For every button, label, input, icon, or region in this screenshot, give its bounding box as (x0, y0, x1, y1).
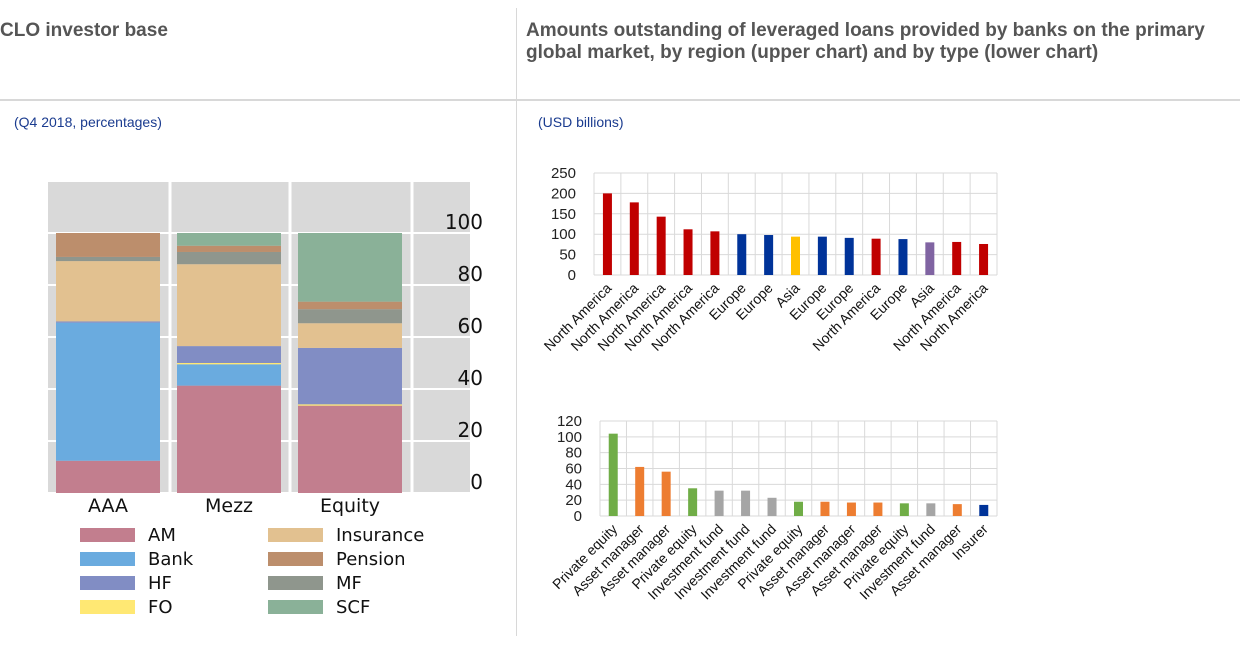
y-tick-label: 60 (458, 314, 483, 338)
bar-segment-scf (298, 233, 402, 302)
legend-label-scf: SCF (336, 597, 370, 618)
right-panel-title: Amounts outstanding of leveraged loans p… (526, 20, 1205, 63)
y-tick-label: 40 (458, 366, 483, 390)
y-tick-label: 80 (458, 262, 483, 286)
bar (741, 490, 751, 516)
bar (820, 501, 830, 516)
legend-swatch-scf (268, 600, 323, 614)
y-tick-label: 100 (445, 210, 483, 234)
y-tick-label: 100 (551, 226, 576, 243)
legend-swatch-insurance (268, 528, 323, 542)
bar-segment-fo (298, 404, 402, 406)
bar-segment-mf (298, 309, 402, 324)
bar (629, 202, 639, 275)
legend-label-fo: FO (148, 597, 173, 618)
y-tick-label: 120 (557, 413, 582, 430)
bar-segment-mf (177, 251, 281, 265)
legend-swatch-bank (80, 552, 135, 566)
y-tick-label: 250 (551, 165, 576, 182)
y-tick-label: 0 (568, 267, 576, 284)
bar (846, 502, 856, 516)
bar-segment-am (177, 385, 281, 493)
y-tick-label: 0 (470, 470, 483, 494)
bar-segment-bank (56, 322, 160, 461)
bar (817, 236, 827, 275)
legend-swatch-mf (268, 576, 323, 590)
bar (794, 501, 803, 516)
bar (635, 466, 645, 516)
bar (926, 503, 936, 516)
bar-segment-hf (56, 321, 160, 323)
bar (952, 241, 962, 275)
column-divider (516, 8, 517, 636)
bar-segment-pension (298, 301, 402, 310)
legend-swatch-fo (80, 600, 135, 614)
left-panel-title: CLO investor base (0, 20, 168, 41)
y-tick-label: 50 (559, 247, 576, 264)
right-panel-subtitle: (USD billions) (538, 114, 624, 130)
y-tick-label: 80 (565, 445, 582, 462)
bar (871, 238, 881, 275)
legend-swatch-hf (80, 576, 135, 590)
bar (688, 488, 698, 516)
bar (661, 471, 671, 516)
bar (873, 502, 883, 516)
y-tick-label: 40 (565, 476, 582, 493)
legend-label-am: AM (148, 525, 176, 546)
legend-swatch-pension (268, 552, 323, 566)
x-tick-label: Mezz (205, 495, 253, 517)
y-tick-label: 0 (574, 508, 582, 525)
bar-segment-hf (298, 347, 402, 405)
bar (714, 490, 724, 516)
y-tick-label: 20 (565, 492, 582, 509)
bar (764, 235, 774, 275)
bar-segment-am (56, 460, 160, 493)
bar (925, 242, 935, 275)
clo-investor-chart: AAA Mezz Equity 0 20 40 60 80 100 AM Insurance Bank… (48, 182, 483, 618)
bar-segment-insurance (298, 323, 402, 348)
bar (791, 236, 800, 275)
bar (767, 497, 777, 516)
legend-swatch-am (80, 528, 135, 542)
bar (898, 239, 908, 275)
bar (737, 234, 747, 275)
bar-segment-am (298, 405, 402, 493)
bar (979, 243, 989, 275)
bar-segment-insurance (56, 261, 160, 322)
bar (979, 504, 989, 516)
y-tick-label: 150 (551, 206, 576, 223)
bar-segment-insurance (177, 264, 281, 347)
y-tick-label: 200 (551, 185, 576, 202)
legend-label-pension: Pension (336, 549, 406, 570)
bar-segment-hf (177, 346, 281, 363)
legend-label-insurance: Insurance (336, 525, 424, 546)
bar (710, 231, 720, 275)
bar-segment-scf (177, 233, 281, 246)
bar (656, 216, 666, 275)
bar (899, 503, 909, 516)
bar-segment-fo (177, 363, 281, 365)
bar (608, 433, 618, 516)
x-tick-label: Equity (320, 495, 380, 517)
legend-label-mf: MF (336, 573, 362, 594)
bar-segment-pension (177, 245, 281, 252)
y-tick-label: 60 (565, 461, 582, 478)
bar (952, 504, 962, 516)
y-tick-label: 100 (557, 429, 582, 446)
bar (683, 229, 693, 275)
legend-label-bank: Bank (148, 549, 194, 570)
x-tick-label: AAA (88, 495, 128, 517)
legend-label-hf: HF (148, 573, 172, 594)
bar-segment-mf (56, 256, 160, 262)
bar-segment-pension (56, 233, 160, 257)
bar-segment-bank (177, 364, 281, 386)
left-panel-subtitle: (Q4 2018, percentages) (14, 114, 162, 130)
header-divider (0, 99, 1240, 101)
y-tick-label: 20 (458, 418, 483, 442)
bar (602, 193, 612, 275)
bar (844, 237, 854, 275)
